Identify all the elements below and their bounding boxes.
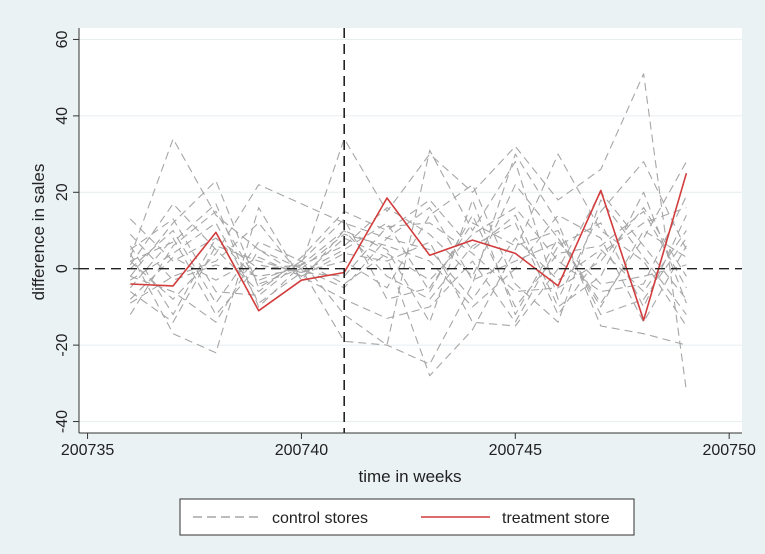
control-store-line-14 [129, 207, 687, 323]
reference-lines [79, 28, 742, 433]
y-axis-ticks: -40 -20 0 20 40 60 [54, 30, 79, 433]
control-store-line-13 [129, 214, 687, 323]
gridlines [79, 38, 742, 423]
y-tick-label: 0 [54, 264, 71, 273]
treatment-series [130, 172, 688, 322]
legend: control stores treatment store [179, 498, 635, 536]
legend-control-label: control stores [272, 510, 368, 527]
control-store-line-7 [129, 210, 687, 316]
control-store-line-12 [129, 195, 687, 304]
control-series [129, 73, 687, 392]
y-axis-label: difference in sales [29, 164, 48, 301]
y-tick-label: -40 [54, 410, 71, 433]
y-tick-label: 20 [54, 183, 71, 201]
control-store-line-15 [129, 218, 687, 316]
x-axis-ticks: 200735 200740 200745 200750 [61, 433, 756, 459]
x-axis-label: time in weeks [359, 467, 462, 486]
control-store-line-3 [129, 149, 687, 346]
y-tick-label: 40 [54, 107, 71, 125]
control-store-line-5 [129, 153, 687, 365]
x-tick-label: 200750 [702, 442, 755, 459]
control-store-line-18 [130, 207, 687, 323]
control-store-line-4 [129, 161, 687, 354]
x-tick-label: 200735 [61, 442, 114, 459]
x-tick-label: 200745 [489, 442, 542, 459]
treatment-store-line [130, 172, 688, 322]
axes [78, 28, 742, 434]
control-store-line-11 [130, 184, 687, 323]
control-store-line-6 [129, 184, 687, 300]
control-store-line-10 [129, 184, 687, 316]
x-tick-label: 200740 [275, 442, 328, 459]
control-store-line-17 [130, 203, 687, 316]
legend-treatment-label: treatment store [502, 510, 610, 527]
control-store-line-8 [129, 191, 687, 308]
y-tick-label: -20 [54, 333, 71, 356]
y-tick-label: 60 [54, 30, 71, 48]
